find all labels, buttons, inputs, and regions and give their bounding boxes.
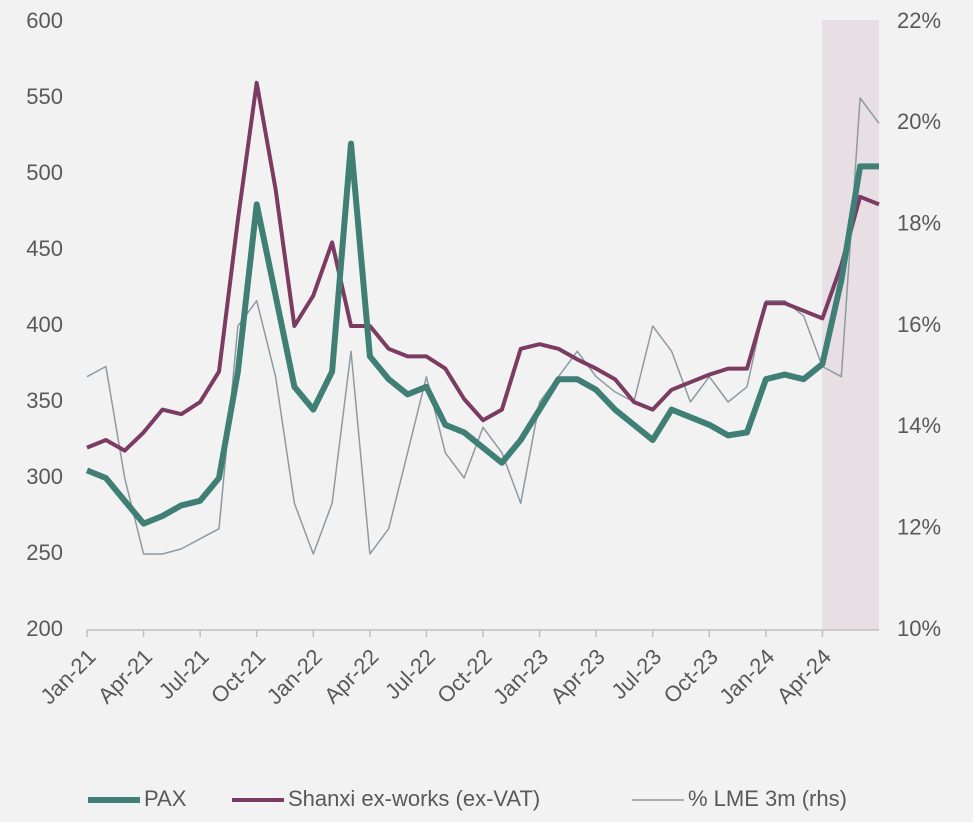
- y-tick-label: 250: [26, 540, 63, 565]
- x-tick-label: Jan-21: [35, 644, 100, 709]
- x-tick-label: Oct-21: [206, 644, 270, 708]
- x-tick-label: Apr-23: [545, 644, 609, 708]
- y2-tick-label: 12%: [897, 514, 941, 539]
- y2-tick-label: 20%: [897, 109, 941, 134]
- y2-tick-label: 14%: [897, 413, 941, 438]
- y-tick-label: 450: [26, 236, 63, 261]
- x-tick-label: Jul-22: [380, 644, 440, 704]
- y-tick-label: 400: [26, 312, 63, 337]
- y-tick-label: 550: [26, 84, 63, 109]
- y2-tick-label: 16%: [897, 312, 941, 337]
- legend-label: % LME 3m (rhs): [688, 786, 847, 811]
- x-tick-label: Jul-23: [606, 644, 666, 704]
- y-tick-label: 600: [26, 8, 63, 33]
- x-tick-label: Jan-22: [262, 644, 327, 709]
- x-tick-label: Oct-22: [432, 644, 496, 708]
- legend-label: PAX: [144, 786, 187, 811]
- x-tick-label: Jan-24: [714, 644, 779, 709]
- series-line: [86, 97, 880, 555]
- series-line: [86, 80, 880, 453]
- x-tick-label: Jul-21: [154, 644, 214, 704]
- y-tick-label: 350: [26, 388, 63, 413]
- y-tick-label: 300: [26, 464, 63, 489]
- x-tick-label: Apr-22: [319, 644, 383, 708]
- y-tick-label: 200: [26, 616, 63, 641]
- legend-label: Shanxi ex-works (ex-VAT): [288, 786, 540, 811]
- y2-tick-label: 10%: [897, 616, 941, 641]
- x-tick-label: Apr-21: [93, 644, 157, 708]
- y2-tick-label: 22%: [897, 8, 941, 33]
- x-tick-label: Apr-24: [772, 644, 836, 708]
- y-tick-label: 500: [26, 160, 63, 185]
- x-tick-label: Oct-23: [659, 644, 723, 708]
- series-line: [85, 140, 879, 527]
- x-tick-label: Jan-23: [488, 644, 553, 709]
- y2-tick-label: 18%: [897, 210, 941, 235]
